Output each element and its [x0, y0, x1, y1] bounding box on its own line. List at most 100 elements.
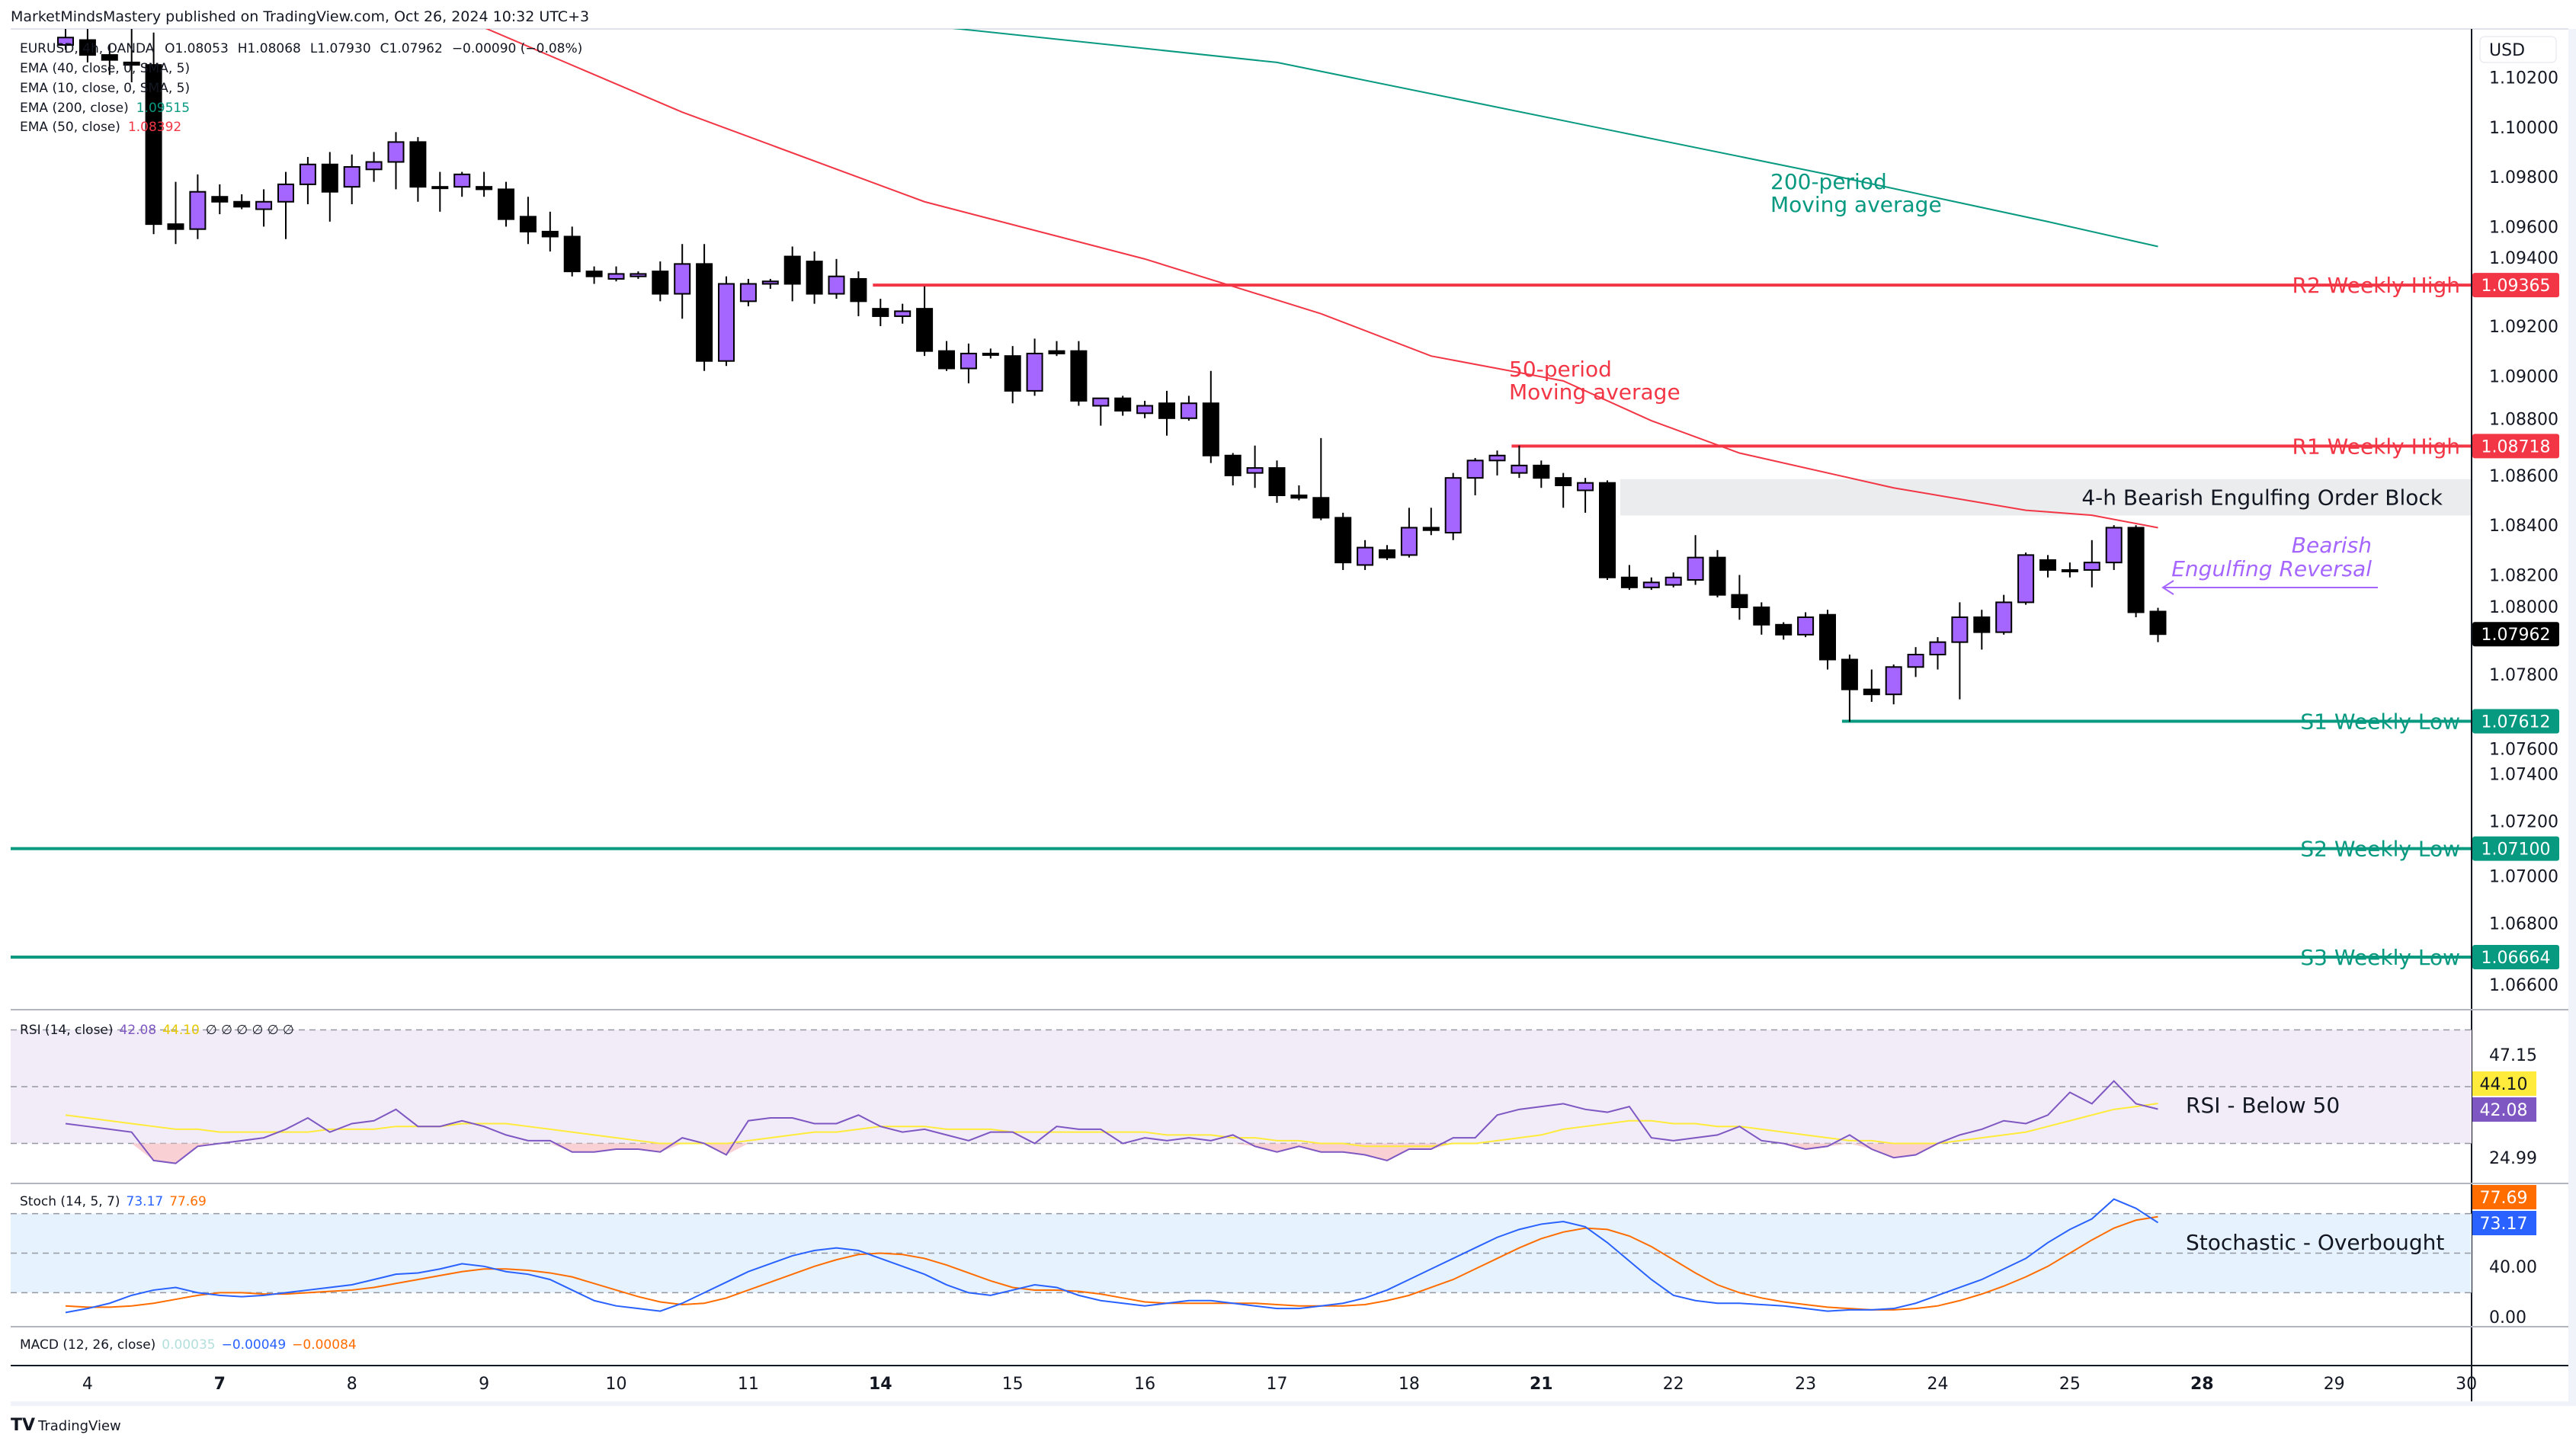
bullish-candle — [1577, 478, 1594, 513]
candle-body — [1533, 464, 1550, 479]
bullish-candle — [387, 132, 405, 190]
candle-body — [607, 273, 625, 280]
bullish-candle — [2105, 525, 2123, 570]
candle-body — [1709, 556, 1726, 596]
price-tick-label: 1.08600 — [2489, 467, 2558, 486]
macd-legend: MACD (12, 26, close) 0.00035 −0.00049 −0.00… — [20, 1337, 357, 1353]
price-badge-label: 1.07612 — [2481, 712, 2551, 732]
bullish-candle — [1246, 445, 1264, 488]
rsi-badge-label: 42.08 — [2480, 1101, 2528, 1120]
rsi-badge — [2472, 1097, 2536, 1122]
candle-body — [1246, 467, 1264, 474]
price-tick-label: 1.07800 — [2489, 666, 2558, 685]
bearish-candle — [145, 32, 162, 235]
level-label: S2 Weekly Low — [2300, 837, 2460, 862]
candle-body — [828, 275, 845, 295]
bearish-candle — [1753, 602, 1770, 635]
price-tick-label: 1.09600 — [2489, 218, 2558, 237]
candle-body — [1775, 623, 1793, 636]
order-block-zone: 4-h Bearish Engulfing Order Block — [1620, 479, 2472, 516]
candle-body — [1004, 355, 1021, 392]
bullish-candle — [2083, 540, 2100, 588]
candle-body — [1863, 688, 1880, 696]
price-tick-label: 1.10000 — [2489, 119, 2558, 138]
time-tick-label: 11 — [738, 1375, 759, 1394]
legend-ema-40[interactable]: EMA (40, close, 0, SMA, 5) — [20, 61, 190, 76]
price-axis[interactable]: USD 1.10200 1.10000 1.09800 1.09600 1.09400 1… — [2471, 29, 2559, 1403]
main-price-pane[interactable]: 4-h Bearish Engulfing Order Block R2 Wee… — [11, 27, 2472, 970]
price-tick-label: 1.10200 — [2489, 69, 2558, 88]
legend-ema-200[interactable]: EMA (200, close) 1.09515 — [20, 101, 190, 116]
candle-body — [1114, 397, 1132, 412]
bearish-candle — [78, 29, 96, 62]
rsi-signal-badge-label: 44.10 — [2480, 1075, 2528, 1094]
bearish-candle — [1048, 341, 1065, 357]
bullish-candle — [277, 171, 294, 239]
bearish-candle — [1114, 395, 1132, 416]
candle-body — [1180, 402, 1197, 419]
bullish-candle — [1444, 472, 1462, 540]
price-badge-label: 1.07100 — [2481, 841, 2551, 860]
candle-body — [2149, 610, 2167, 636]
rsi-pane[interactable]: 47.15 24.99 44.10 42.08 — [11, 1029, 2537, 1168]
bearish-candle — [696, 244, 713, 371]
legend-ema-50[interactable]: EMA (50, close) 1.08392 — [20, 120, 181, 135]
price-badge-label: 1.06664 — [2481, 949, 2551, 968]
stoch-k-line — [65, 1198, 2159, 1314]
bearish-candle — [1158, 390, 1175, 436]
bullish-candle — [1929, 637, 1946, 670]
stoch-d-line — [65, 1215, 2158, 1311]
price-badge-label: 1.08718 — [2481, 437, 2551, 456]
candle-body — [167, 223, 184, 230]
candle-body — [783, 255, 801, 285]
legend-ema-10[interactable]: EMA (10, close, 0, SMA, 5) — [20, 81, 190, 96]
candle-body — [585, 271, 603, 277]
order-block-label: 4-h Bearish Engulfing Order Block — [2081, 485, 2443, 511]
bearish-candle — [1268, 460, 1286, 503]
candle-body — [1400, 527, 1418, 556]
published-by-header: MarketMindsMastery published on TradingV… — [11, 8, 589, 25]
bearish-candle — [1004, 346, 1021, 404]
legend-open: O1.08053 — [165, 41, 229, 56]
candle-body — [1731, 594, 1748, 608]
bullish-candle — [1357, 540, 1374, 570]
bullish-candle — [1092, 397, 1110, 426]
bullish-candle — [761, 278, 779, 290]
bearish-candle — [1224, 453, 1242, 485]
currency-button[interactable] — [2479, 36, 2557, 63]
time-tick-label: 18 — [1399, 1375, 1420, 1394]
time-tick-label: 30 — [2456, 1375, 2477, 1394]
time-tick-label: 25 — [2059, 1375, 2081, 1394]
candle-body — [123, 61, 140, 66]
candle-body — [1290, 495, 1308, 499]
candle-body — [365, 161, 383, 171]
candle-body — [233, 200, 251, 208]
rsi-axis-bottom: 24.99 — [2489, 1149, 2537, 1168]
candle-body — [630, 273, 647, 277]
bearish-candle — [1422, 508, 1440, 536]
candle-body — [1819, 613, 1836, 661]
price-badge — [2472, 273, 2559, 298]
time-tick-label: 14 — [869, 1375, 892, 1394]
bullish-candle — [630, 271, 647, 279]
bearish-candle — [1070, 341, 1088, 406]
candle-body — [277, 183, 294, 203]
bearish-candle — [2127, 525, 2145, 618]
time-tick-label: 17 — [1267, 1375, 1288, 1394]
bullish-candle — [1797, 612, 1815, 638]
rsi-lines — [65, 1080, 2158, 1164]
price-badge-label: 1.09365 — [2481, 277, 2551, 296]
price-tick-label: 1.09200 — [2489, 318, 2558, 337]
bearish-candle — [1731, 575, 1748, 620]
candle-body — [145, 64, 162, 226]
bullish-candle — [1466, 458, 1484, 496]
candle-body — [1268, 467, 1286, 497]
price-tick-label: 1.07000 — [2489, 868, 2558, 887]
ema200-line — [952, 29, 2158, 248]
time-axis[interactable]: 4 7 8 9 10 11 14 15 16 17 18 21 22 23 24 25 28 29 30 — [82, 1375, 2477, 1394]
candle-body — [1642, 581, 1660, 588]
time-tick-label: 28 — [2190, 1375, 2214, 1394]
stochastic-pane[interactable]: 40.00 0.00 77.69 73.17 — [11, 1185, 2537, 1327]
candle-body — [960, 352, 977, 370]
